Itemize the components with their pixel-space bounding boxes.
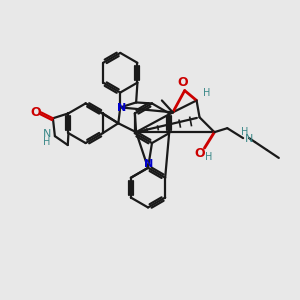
Text: N: N [245, 134, 253, 144]
Text: O: O [194, 148, 205, 160]
Text: N: N [117, 103, 126, 113]
Text: H: H [205, 152, 212, 162]
Text: O: O [177, 76, 188, 89]
Text: H: H [242, 127, 249, 137]
Text: O: O [31, 106, 41, 119]
Text: H: H [43, 137, 51, 147]
Text: N: N [43, 129, 51, 139]
Text: N: N [144, 159, 154, 169]
Text: H: H [203, 88, 210, 98]
